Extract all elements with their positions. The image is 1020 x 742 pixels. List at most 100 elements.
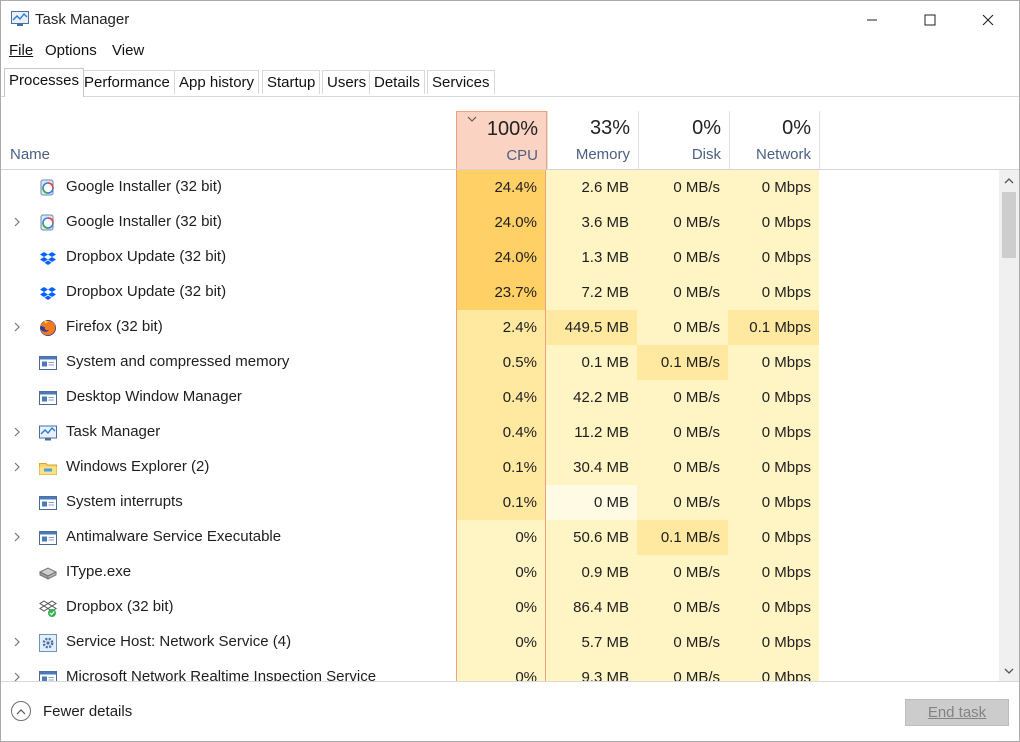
menu-view[interactable]: View xyxy=(112,42,144,59)
process-name: Firefox (32 bit) xyxy=(66,318,163,335)
close-button[interactable] xyxy=(959,1,1017,39)
dropbox-icon xyxy=(38,248,58,268)
memory-cell: 5.7 MB xyxy=(546,625,637,660)
table-row[interactable]: System and compressed memory 0.5% 0.1 MB 0.… xyxy=(1,345,999,380)
tab-details[interactable]: Details xyxy=(369,70,425,94)
cpu-cell: 0% xyxy=(456,555,546,590)
tab-processes[interactable]: Processes xyxy=(4,68,85,97)
expand-chevron-icon[interactable] xyxy=(11,216,23,228)
table-row[interactable]: Google Installer (32 bit) 24.4% 2.6 MB 0 MB… xyxy=(1,170,999,205)
memory-cell: 7.2 MB xyxy=(546,275,637,310)
minimize-icon xyxy=(867,19,877,21)
menu-file-label: File xyxy=(9,42,34,59)
menu-view-label: View xyxy=(112,42,145,59)
expand-chevron-icon[interactable] xyxy=(11,671,23,681)
tab-startup[interactable]: Startup xyxy=(262,70,321,94)
process-name: Microsoft Network Realtime Inspection Se… xyxy=(66,668,377,681)
expand-chevron-icon[interactable] xyxy=(11,461,23,473)
task-manager-app-icon xyxy=(11,11,29,26)
disk-cell: 0 MB/s xyxy=(637,275,728,310)
memory-cell: 0.9 MB xyxy=(546,555,637,590)
expand-chevron-icon[interactable] xyxy=(11,636,23,648)
cpu-cell: 0% xyxy=(456,520,546,555)
disk-total-percent: 0% xyxy=(692,117,721,139)
expand-chevron-icon[interactable] xyxy=(11,531,23,543)
table-row[interactable]: Task Manager 0.4% 11.2 MB 0 MB/s 0 Mbps xyxy=(1,415,999,450)
disk-cell: 0 MB/s xyxy=(637,485,728,520)
disk-cell: 0 MB/s xyxy=(637,590,728,625)
column-header-name[interactable]: Name xyxy=(10,146,51,163)
table-row[interactable]: Dropbox Update (32 bit) 23.7% 7.2 MB 0 MB/s… xyxy=(1,275,999,310)
process-name: IType.exe xyxy=(66,563,132,580)
table-row[interactable]: Service Host: Network Service (4) 0% 5.7 M… xyxy=(1,625,999,660)
memory-cell: 0 MB xyxy=(546,485,637,520)
column-header-network[interactable]: 0% Network xyxy=(729,111,820,169)
network-cell: 0.1 Mbps xyxy=(728,310,819,345)
table-row[interactable]: Dropbox Update (32 bit) 24.0% 1.3 MB 0 MB/s… xyxy=(1,240,999,275)
collapse-circle-icon xyxy=(11,701,31,721)
tab-app-history[interactable]: App history xyxy=(174,70,260,94)
column-header-disk[interactable]: 0% Disk xyxy=(638,111,729,169)
process-rows: Google Installer (32 bit) 24.4% 2.6 MB 0 MB… xyxy=(1,170,999,681)
expand-chevron-icon[interactable] xyxy=(11,426,23,438)
end-task-button[interactable]: End task xyxy=(905,699,1009,726)
fewer-details-button[interactable]: Fewer details xyxy=(11,701,132,721)
menu-file[interactable]: File xyxy=(9,42,33,59)
cpu-cell: 0% xyxy=(456,625,546,660)
table-row[interactable]: Firefox (32 bit) 2.4% 449.5 MB 0 MB/s 0.1 Mb… xyxy=(1,310,999,345)
disk-column-label: Disk xyxy=(691,146,721,163)
tab-users[interactable]: Users xyxy=(322,70,372,94)
column-header-cpu[interactable]: 100% CPU xyxy=(456,111,547,169)
cpu-cell: 24.0% xyxy=(456,205,546,240)
minimize-button[interactable] xyxy=(843,1,901,39)
cpu-cell: 2.4% xyxy=(456,310,546,345)
disk-cell: 0 MB/s xyxy=(637,310,728,345)
scroll-up-button[interactable] xyxy=(999,170,1019,190)
scroll-down-button[interactable] xyxy=(999,661,1019,681)
disk-cell: 0 MB/s xyxy=(637,625,728,660)
maximize-button[interactable] xyxy=(901,1,959,39)
network-total-percent: 0% xyxy=(782,117,811,139)
table-row[interactable]: Dropbox (32 bit) 0% 86.4 MB 0 MB/s 0 Mbps xyxy=(1,590,999,625)
disk-cell: 0 MB/s xyxy=(637,240,728,275)
network-cell: 0 Mbps xyxy=(728,170,819,205)
system-window-icon xyxy=(38,388,58,408)
memory-cell: 86.4 MB xyxy=(546,590,637,625)
table-row[interactable]: Google Installer (32 bit) 24.0% 3.6 MB 0 MB… xyxy=(1,205,999,240)
disk-cell: 0.1 MB/s xyxy=(637,345,728,380)
tab-performance[interactable]: Performance xyxy=(79,70,175,94)
folder-icon xyxy=(38,458,58,478)
table-row[interactable]: Windows Explorer (2) 0.1% 30.4 MB 0 MB/s 0 M… xyxy=(1,450,999,485)
table-row[interactable]: IType.exe 0% 0.9 MB 0 MB/s 0 Mbps xyxy=(1,555,999,590)
table-header: Name 100% CPU 33% Memory 0% Disk 0% Netw… xyxy=(1,111,1019,170)
table-row[interactable]: System interrupts 0.1% 0 MB 0 MB/s 0 Mbps xyxy=(1,485,999,520)
vertical-scrollbar[interactable] xyxy=(999,170,1019,681)
memory-cell: 42.2 MB xyxy=(546,380,637,415)
table-row[interactable]: Antimalware Service Executable 0% 50.6 MB 0… xyxy=(1,520,999,555)
expand-chevron-icon[interactable] xyxy=(11,321,23,333)
column-header-memory[interactable]: 33% Memory xyxy=(547,111,638,169)
memory-cell: 2.6 MB xyxy=(546,170,637,205)
memory-cell: 449.5 MB xyxy=(546,310,637,345)
disk-cell: 0 MB/s xyxy=(637,415,728,450)
network-cell: 0 Mbps xyxy=(728,240,819,275)
network-cell: 0 Mbps xyxy=(728,520,819,555)
disk-cell: 0 MB/s xyxy=(637,380,728,415)
table-row[interactable]: Desktop Window Manager 0.4% 42.2 MB 0 MB/s 0… xyxy=(1,380,999,415)
scroll-thumb[interactable] xyxy=(1002,192,1016,258)
network-cell: 0 Mbps xyxy=(728,205,819,240)
menu-options[interactable]: Options xyxy=(45,42,97,59)
tab-services[interactable]: Services xyxy=(427,70,495,94)
title-bar[interactable]: Task Manager xyxy=(1,1,1019,39)
system-window-icon xyxy=(38,353,58,373)
memory-column-label: Memory xyxy=(575,146,630,163)
close-icon xyxy=(982,14,994,26)
tab-strip: Processes Performance App history Startu… xyxy=(1,68,1019,97)
cpu-cell: 24.0% xyxy=(456,240,546,275)
cpu-total-percent: 100% xyxy=(486,118,538,140)
gear-icon xyxy=(38,633,58,653)
process-name: Windows Explorer (2) xyxy=(66,458,210,475)
table-row[interactable]: Microsoft Network Realtime Inspection Se… xyxy=(1,660,999,681)
network-cell: 0 Mbps xyxy=(728,415,819,450)
